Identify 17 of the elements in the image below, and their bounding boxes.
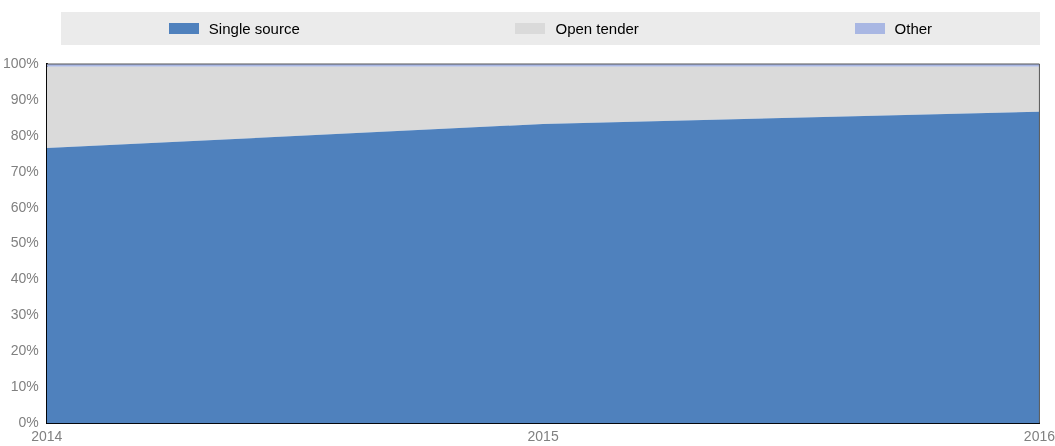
y-tick-label: 80% [10, 126, 39, 143]
y-tick-label: 90% [10, 90, 39, 107]
legend-label: Single source [208, 20, 300, 37]
x-tick-label: 2015 [527, 428, 559, 445]
y-tick-label: 60% [10, 198, 39, 215]
y-tick-label: 50% [10, 234, 39, 251]
y-tick-label: 40% [10, 270, 39, 287]
y-tick-label: 10% [10, 378, 39, 395]
x-tick-label: 2016 [1023, 428, 1055, 445]
x-tick-label: 2014 [31, 428, 63, 445]
y-tick-label: 20% [10, 342, 39, 359]
y-tick-label: 0% [18, 414, 39, 431]
y-tick-label: 100% [2, 54, 39, 71]
legend-label: Open tender [555, 20, 639, 37]
y-tick-label: 30% [10, 306, 39, 323]
legend-label: Other [894, 20, 933, 37]
y-tick-label: 70% [10, 162, 39, 179]
